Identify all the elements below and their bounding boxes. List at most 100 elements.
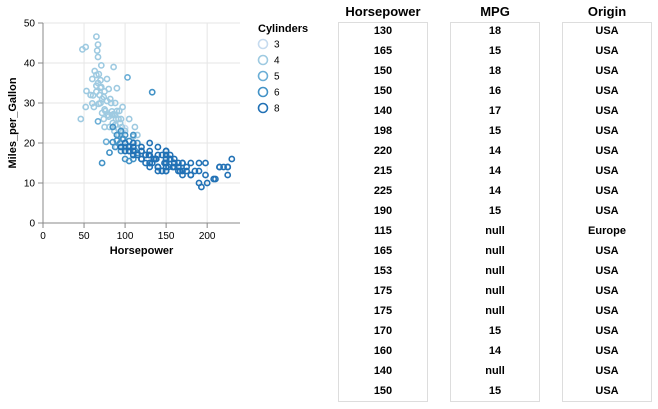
data-point	[129, 139, 137, 147]
table-cell: USA	[595, 185, 619, 197]
data-point	[195, 167, 203, 175]
data-point	[138, 143, 145, 151]
data-point	[82, 103, 90, 111]
table-cell: null	[485, 245, 505, 257]
data-point	[115, 107, 123, 115]
legend-label: 8	[274, 104, 280, 115]
data-points	[77, 33, 236, 191]
table-cell: 140	[373, 365, 393, 377]
data-point	[117, 143, 125, 151]
data-point	[105, 85, 113, 93]
column-header: Origin	[587, 4, 627, 19]
table-cell: null	[485, 285, 505, 297]
data-point	[129, 143, 137, 151]
table-cell: 198	[373, 125, 393, 137]
data-point	[154, 167, 162, 175]
data-point	[187, 159, 195, 167]
table-cell: USA	[595, 365, 619, 377]
data-point	[216, 163, 223, 171]
table-cell: null	[485, 305, 505, 317]
legend-label: 5	[274, 72, 280, 83]
data-point	[131, 123, 139, 131]
data-point	[228, 155, 236, 163]
y-tick-label: 10	[24, 179, 36, 190]
legend-symbol	[257, 86, 269, 98]
y-tick-label: 0	[29, 219, 35, 230]
table-cell: USA	[595, 385, 619, 397]
scatter-chart: 0 50 100 150 200 0 10 20 30 40 50 Horsepower Miles_p…	[7, 19, 308, 258]
table-cell: 150	[373, 65, 393, 77]
x-tick-label: 200	[199, 231, 216, 242]
y-tick-label: 50	[24, 19, 36, 30]
table-cell: 150	[373, 385, 393, 397]
table-cell: 14	[488, 345, 502, 357]
table-cell: null	[485, 365, 505, 377]
table-cell: 15	[488, 45, 502, 57]
grid	[42, 22, 240, 224]
data-point	[224, 171, 232, 179]
data-point	[138, 147, 145, 155]
series-cyl-4	[77, 33, 141, 143]
data-point	[106, 95, 114, 103]
table-cell: USA	[595, 85, 619, 97]
table-cell: 220	[373, 145, 393, 157]
y-tick-label: 30	[24, 99, 36, 110]
table-cell: 140	[373, 105, 393, 117]
table-cell: USA	[595, 45, 619, 57]
data-point	[162, 155, 170, 163]
legend-title: Cylinders	[258, 23, 308, 35]
data-point	[117, 115, 125, 123]
data-point	[170, 159, 178, 167]
data-point	[89, 92, 97, 99]
data-point	[97, 76, 104, 84]
data-point	[162, 151, 170, 159]
table-cell: USA	[595, 285, 619, 297]
column-box	[338, 22, 428, 402]
data-point	[117, 127, 125, 135]
data-point	[117, 147, 125, 155]
table-column-horsepower: Horsepower 130 165 150 150 140 198 220 215 225 190…	[338, 0, 428, 409]
data-point	[154, 143, 162, 151]
data-point	[174, 159, 182, 167]
data-point	[106, 149, 113, 156]
table-cell: USA	[595, 105, 619, 117]
data-point	[101, 106, 108, 113]
data-point	[121, 139, 129, 147]
table-cell: USA	[595, 145, 619, 157]
table-cell: 153	[373, 265, 393, 277]
data-point	[210, 175, 218, 183]
data-point	[166, 151, 174, 159]
data-point	[93, 33, 100, 40]
table-cell: 14	[488, 145, 502, 157]
data-point	[95, 70, 103, 78]
table-cell: USA	[595, 65, 619, 77]
data-point	[187, 171, 195, 179]
legend-symbol	[257, 54, 269, 66]
data-point	[202, 171, 209, 179]
data-point	[148, 88, 156, 96]
table-cell: 150	[373, 85, 393, 97]
legend-label: 3	[274, 40, 280, 51]
data-point	[162, 167, 170, 175]
data-point	[152, 155, 159, 163]
table-cell: 14	[488, 165, 502, 177]
data-point	[133, 151, 141, 159]
table-cell: USA	[595, 245, 619, 257]
data-point	[146, 163, 154, 171]
data-point	[133, 139, 141, 147]
y-axis-title: Miles_per_Gallon	[7, 77, 19, 168]
table-cell: USA	[595, 165, 619, 177]
data-point	[166, 155, 174, 163]
data-point	[162, 147, 170, 155]
table-cell: USA	[595, 345, 619, 357]
data-point	[88, 100, 96, 107]
table-cell: USA	[595, 25, 619, 37]
table-cell: Europe	[588, 225, 626, 237]
table-cell: 15	[488, 325, 502, 337]
data-point	[111, 143, 119, 151]
data-point	[125, 143, 133, 151]
data-point	[94, 53, 102, 61]
data-point	[97, 62, 105, 69]
table-cell: 14	[488, 185, 502, 197]
legend-symbol	[257, 38, 269, 50]
